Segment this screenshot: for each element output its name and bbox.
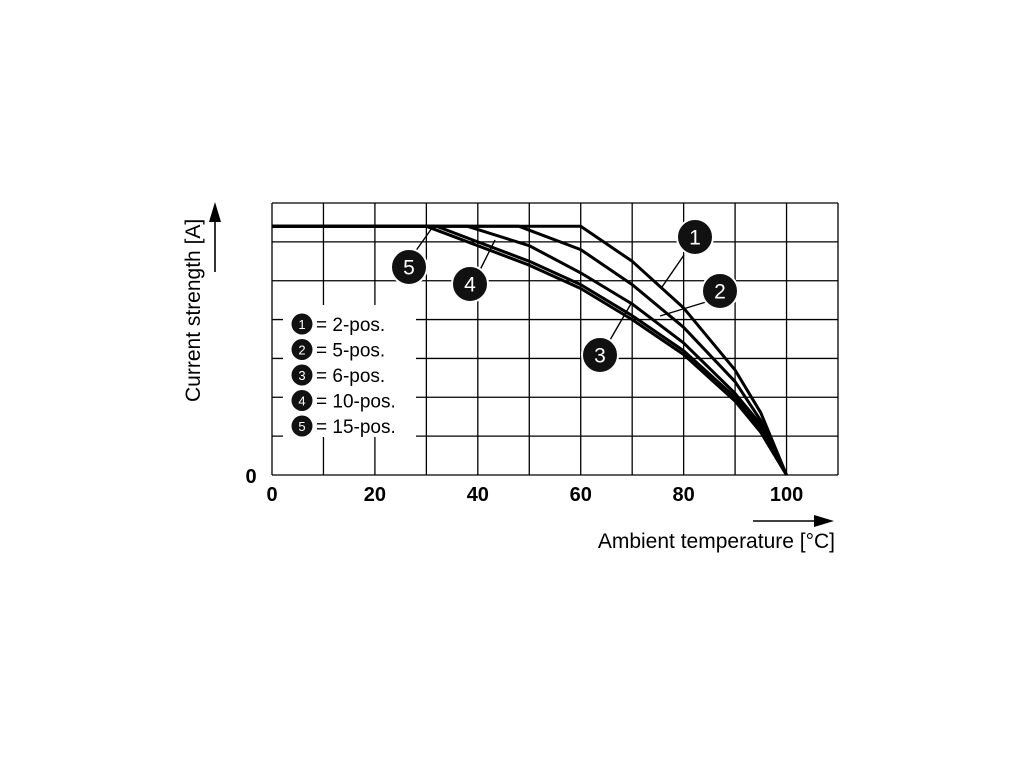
callout-leader [414,227,433,253]
legend-label: = 5-pos. [316,341,385,362]
series-line-1 [272,224,788,476]
legend-badge [291,339,313,360]
legend-label: = 6-pos. [316,366,385,387]
x-axis-title: Ambient temperature [°C] [598,530,835,553]
legend-badge-number: 2 [298,343,305,358]
legend-badge-number: 5 [298,419,305,434]
x-axis-arrow-head [814,515,834,527]
legend-badge-number: 3 [298,368,305,383]
callout-badge [676,218,714,256]
callout-badge [581,336,619,374]
series-line-2 [272,224,788,476]
callout-number: 5 [403,257,415,280]
x-tick-label: 40 [467,484,489,506]
x-tick-label: 80 [673,484,695,506]
x-tick-label: 60 [570,484,592,506]
axes: 0 20 40 60 80 100 0 Ambient temperature [°C] Cur… [182,202,835,553]
x-tick-label: 100 [770,484,803,506]
y-tick-label: 0 [245,466,256,488]
legend-badge [291,364,313,386]
series-line-4 [272,224,788,476]
callout-leader [609,301,633,341]
legend-badge [291,390,313,411]
y-axis-arrow-head [209,202,221,222]
y-axis-title: Current strength [A] [182,219,205,402]
callout-leader [659,301,707,317]
legend-badge-number: 1 [298,317,305,332]
callout-badge [451,265,489,303]
legend-badge-number: 4 [298,394,305,409]
legend-label: = 2-pos. [316,315,385,336]
legend: 1 = 2-pos. 2 = 5-pos. 3 = 6-pos. 4 = 10-pos. 5 = … [283,305,416,438]
series-line-5 [272,224,788,476]
legend-label: = 15-pos. [316,417,396,438]
callout-leader [661,254,685,288]
callout-number: 3 [594,345,606,368]
grid [271,202,839,476]
callouts: 1 2 3 4 5 [390,218,739,374]
x-tick-label: 0 [266,484,277,506]
legend-label: = 10-pos. [316,392,396,413]
legend-badge [291,313,313,335]
callout-badge [390,248,428,286]
callout-leader [479,239,496,271]
callout-number: 2 [714,281,726,304]
series-line-3 [272,224,788,476]
callout-number: 1 [689,227,701,250]
callout-badge [701,272,739,310]
curves [272,224,788,476]
callout-number: 4 [464,274,476,297]
legend-badge [291,415,313,437]
x-tick-label: 20 [364,484,386,506]
